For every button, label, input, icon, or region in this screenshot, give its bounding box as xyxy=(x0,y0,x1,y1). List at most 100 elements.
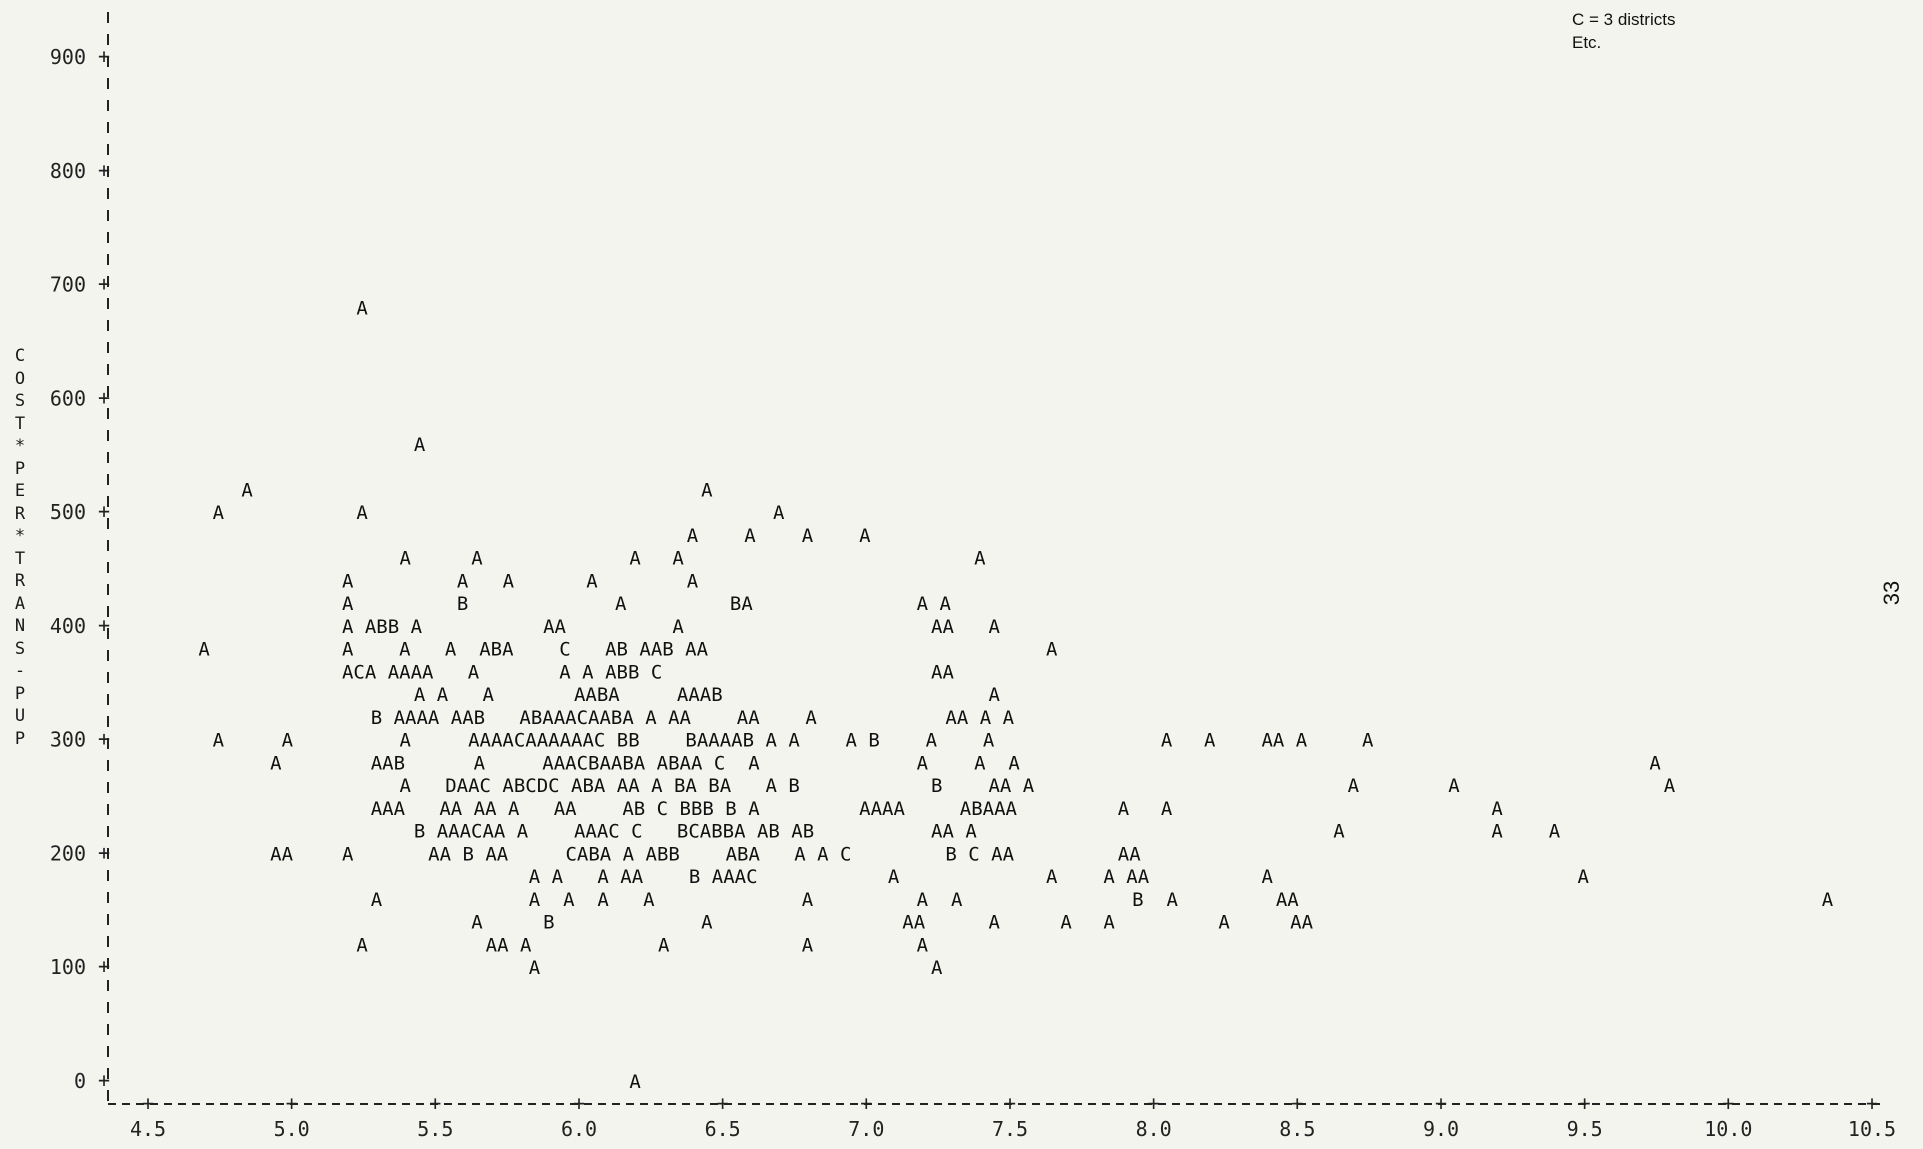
y-tick-label: 400 xyxy=(50,614,86,638)
y-axis-label-char: R xyxy=(14,571,26,591)
y-axis-label-char: P xyxy=(14,458,26,479)
data-point-group: A xyxy=(241,479,253,501)
x-tick-mark: + xyxy=(286,1091,298,1115)
data-point-group: A xyxy=(213,730,225,752)
y-tick-mark: + xyxy=(98,954,110,978)
y-axis-label-char: P xyxy=(14,728,26,749)
data-point-group: A xyxy=(399,548,411,570)
data-point-group: A A xyxy=(917,593,952,615)
data-point-group: A xyxy=(1362,730,1374,752)
y-axis-label-char: * xyxy=(14,436,26,456)
data-point-group: A xyxy=(1261,866,1273,888)
data-point-group: AA xyxy=(1276,889,1299,911)
data-point-group: A xyxy=(1649,752,1661,774)
data-point-group: A xyxy=(1103,912,1115,934)
data-point-group: A xyxy=(356,297,368,319)
data-point-group: A xyxy=(1664,775,1676,797)
data-point-group: A xyxy=(371,889,383,911)
data-point-group: A A A AABA AAAB xyxy=(414,684,723,706)
x-tick-label: 9.5 xyxy=(1567,1117,1603,1141)
data-point-group: B A xyxy=(1132,889,1178,911)
data-point-group: AA xyxy=(270,843,293,865)
y-tick-mark: + xyxy=(98,1068,110,1092)
data-point-group: ACA AAAA A A A ABB C xyxy=(342,661,662,683)
data-point-group: A A xyxy=(917,889,963,911)
data-point-group: A A A A xyxy=(529,889,655,911)
data-point-group: AA xyxy=(902,912,925,934)
data-point-group: A A xyxy=(974,752,1020,774)
y-axis-label-char: P xyxy=(14,683,26,704)
x-tick-label: 10.0 xyxy=(1704,1117,1752,1141)
data-point-group: A xyxy=(1822,889,1834,911)
x-tick-label: 5.0 xyxy=(274,1117,310,1141)
data-point-group: A A A ABA C AB AAB AA xyxy=(342,639,709,661)
data-point-group: AAB A AAACBAABA ABAA C A xyxy=(371,752,760,774)
y-tick-label: 0 xyxy=(74,1069,86,1093)
y-tick-label: 300 xyxy=(50,728,86,752)
data-point-group: A xyxy=(1046,866,1058,888)
legend-line-1: C = 3 districts xyxy=(1572,10,1676,29)
data-point-group: A xyxy=(1118,798,1130,820)
data-point-group: AA A A xyxy=(945,707,1014,729)
data-point-group: A xyxy=(1578,866,1590,888)
data-point-group: A A A AA B AAAC xyxy=(529,866,758,888)
y-axis-label-char: T xyxy=(14,548,26,569)
data-point-group: A xyxy=(672,548,684,570)
data-point-group: AA B AA CABA A ABB ABA A A C xyxy=(428,843,851,865)
data-point-group: B xyxy=(931,775,942,797)
data-point-group: AAA AA AA A AA AB C BBB B A xyxy=(371,798,760,820)
x-tick-mark: + xyxy=(1004,1091,1016,1115)
y-axis-label: C O S T * P E R * T R A N S - P U P xyxy=(8,345,32,750)
x-tick-label: 8.0 xyxy=(1136,1117,1172,1141)
y-tick-label: 500 xyxy=(50,500,86,524)
data-point-group: A xyxy=(1333,821,1345,843)
data-point-group: AA xyxy=(931,616,954,638)
data-point-group: A xyxy=(629,1071,641,1093)
data-point-group: A xyxy=(1161,730,1173,752)
y-axis-label-char: R xyxy=(14,503,26,524)
data-point-group: AA xyxy=(543,616,566,638)
x-tick-label: 5.5 xyxy=(417,1117,453,1141)
data-point-group: A xyxy=(471,548,483,570)
x-tick-label: 9.0 xyxy=(1423,1117,1459,1141)
y-tick-label: 100 xyxy=(50,955,86,979)
y-tick-mark: + xyxy=(98,499,110,523)
y-axis-label-char: N xyxy=(14,616,26,636)
data-point-group: A xyxy=(917,752,929,774)
x-tick-mark: + xyxy=(1291,1091,1303,1115)
data-point-group: A xyxy=(356,502,368,524)
data-point-group: A xyxy=(802,525,814,547)
x-tick-mark: + xyxy=(1148,1091,1160,1115)
data-point-group: A xyxy=(471,912,483,934)
x-tick-label: 4.5 xyxy=(130,1117,166,1141)
data-point-group: A xyxy=(859,525,871,547)
data-point-group: A xyxy=(888,866,900,888)
data-point-group: A xyxy=(1060,912,1072,934)
x-tick-label: 8.5 xyxy=(1279,1117,1315,1141)
data-point-group: A A xyxy=(457,570,515,592)
x-tick-label: 6.0 xyxy=(561,1117,597,1141)
data-point-group: A xyxy=(1161,798,1173,820)
x-tick-label: 6.5 xyxy=(705,1117,741,1141)
y-tick-mark: + xyxy=(98,727,110,751)
data-point-group: A xyxy=(988,912,1000,934)
y-tick-mark: + xyxy=(98,272,110,296)
y-axis-label-char: C xyxy=(14,346,26,366)
data-point-group: B AAACAA A AAAC C BCABBA AB AB xyxy=(414,821,814,843)
data-point-group: A xyxy=(773,502,785,524)
data-point-group: A AAAACAAAAAAC BB BAAAAB A A A B A A xyxy=(399,730,994,752)
legend: C = 3 districts Etc. xyxy=(1572,8,1675,54)
x-tick-mark: + xyxy=(429,1091,441,1115)
data-point-group: ABAAA xyxy=(960,798,1018,820)
x-tick-label: 7.5 xyxy=(992,1117,1028,1141)
data-point-group: A xyxy=(687,525,699,547)
data-point-group: A xyxy=(629,548,641,570)
data-point-group: A xyxy=(988,684,1000,706)
x-tick-label: 7.0 xyxy=(848,1117,884,1141)
data-point-group: A xyxy=(414,434,426,456)
data-point-group: A DAAC ABCDC ABA AA A BA BA A B xyxy=(399,775,799,797)
data-point-group: A xyxy=(701,479,713,501)
data-point-group: A xyxy=(744,525,756,547)
y-axis-label-char: * xyxy=(14,526,26,546)
data-point-group: A xyxy=(1491,798,1503,820)
